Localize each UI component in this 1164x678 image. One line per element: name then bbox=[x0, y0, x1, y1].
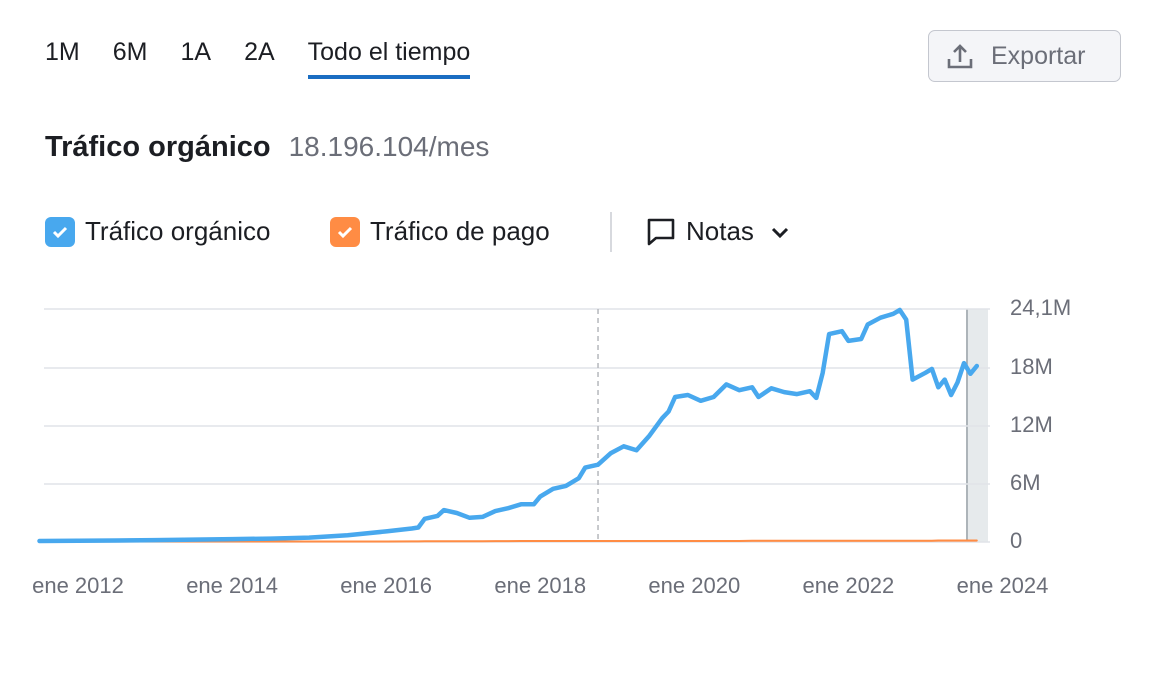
tab[interactable]: 2A bbox=[244, 38, 275, 66]
tab[interactable]: Todo el tiempo bbox=[307, 38, 471, 79]
export-label: Exportar bbox=[991, 41, 1086, 70]
tab[interactable]: 1A bbox=[180, 38, 212, 66]
x-tick-label: ene 2018 bbox=[494, 573, 586, 598]
x-tick-label: ene 2022 bbox=[803, 573, 895, 598]
legend-label: Tráfico orgánico bbox=[85, 216, 271, 246]
chart: 0 6M 12M 18M 24,1M ene 2012 ene 2014 ene 2016 en… bbox=[32, 295, 1071, 598]
x-tick-label: ene 2012 bbox=[32, 573, 124, 598]
series-line bbox=[38, 539, 978, 543]
x-tick-label: ene 2014 bbox=[186, 573, 278, 598]
metric: Tráfico orgánico 18.196.104/mes bbox=[45, 131, 489, 164]
checkbox bbox=[330, 216, 360, 247]
y-tick-label: 24,1M bbox=[1010, 295, 1071, 320]
notes-icon bbox=[647, 218, 675, 245]
metric-value: 18.196.104/mes bbox=[288, 131, 490, 162]
upload-icon bbox=[947, 44, 973, 69]
export-button[interactable]: Exportar bbox=[928, 30, 1121, 82]
notes-button[interactable]: Notas bbox=[646, 216, 792, 247]
period-tabs: 1M 6M 1A 2A Todo el tiempo bbox=[45, 38, 471, 79]
legend-label: Tráfico de pago bbox=[370, 216, 550, 246]
y-tick-label: 18M bbox=[1010, 354, 1053, 379]
legend-item[interactable]: Tráfico de pago bbox=[330, 216, 550, 247]
y-tick-label: 12M bbox=[1010, 412, 1053, 437]
tab[interactable]: 6M bbox=[112, 38, 148, 66]
checkbox bbox=[45, 216, 75, 247]
y-tick-label: 0 bbox=[1010, 528, 1022, 553]
x-tick-label: ene 2024 bbox=[957, 573, 1049, 598]
y-tick-label: 6M bbox=[1010, 470, 1041, 495]
chevron bbox=[771, 227, 788, 238]
x-tick-label: ene 2020 bbox=[648, 573, 740, 598]
tab[interactable]: 1M bbox=[45, 38, 80, 66]
x-tick-label: ene 2016 bbox=[340, 573, 432, 598]
series-line bbox=[37, 307, 980, 544]
separator bbox=[610, 212, 612, 252]
metric-label: Tráfico orgánico bbox=[45, 131, 271, 163]
notes-label: Notas bbox=[686, 216, 754, 246]
legend-item[interactable]: Tráfico orgánico bbox=[45, 216, 270, 247]
